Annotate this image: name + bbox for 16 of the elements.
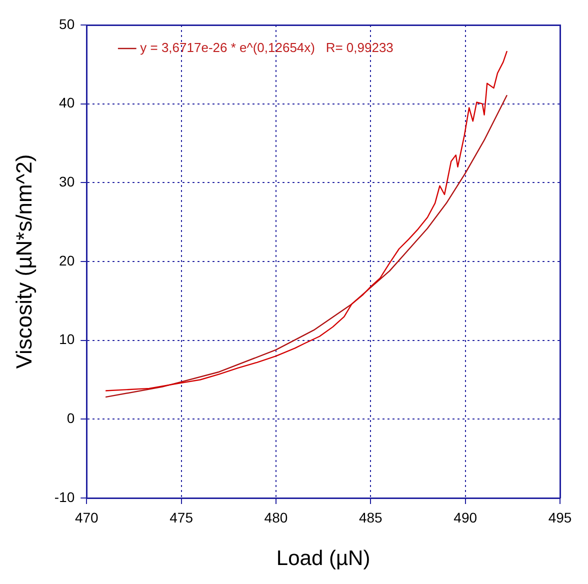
y-axis-title: Viscosity (µN*s/nm^2) (11, 154, 36, 369)
y-tick-label: 20 (59, 252, 75, 268)
x-axis-title: Load (µN) (276, 547, 370, 570)
y-tick-label: -10 (54, 488, 75, 505)
x-tick-label: 470 (74, 509, 99, 526)
y-tick-label: 0 (66, 410, 75, 426)
y-tick-label: 10 (59, 331, 75, 348)
x-tick-label: 475 (170, 509, 194, 526)
y-tick-label: 40 (59, 94, 75, 111)
x-tick-label: 485 (358, 509, 383, 526)
x-tick-label: 495 (548, 509, 572, 526)
x-tick-label: 480 (264, 509, 288, 526)
y-tick-label: 30 (59, 174, 75, 190)
x-tick-label: 490 (454, 509, 478, 526)
legend-label: y = 3,6717e-26 * e^(0,12654x) R= 0,99233 (140, 40, 394, 56)
y-tick-label: 50 (59, 16, 75, 32)
